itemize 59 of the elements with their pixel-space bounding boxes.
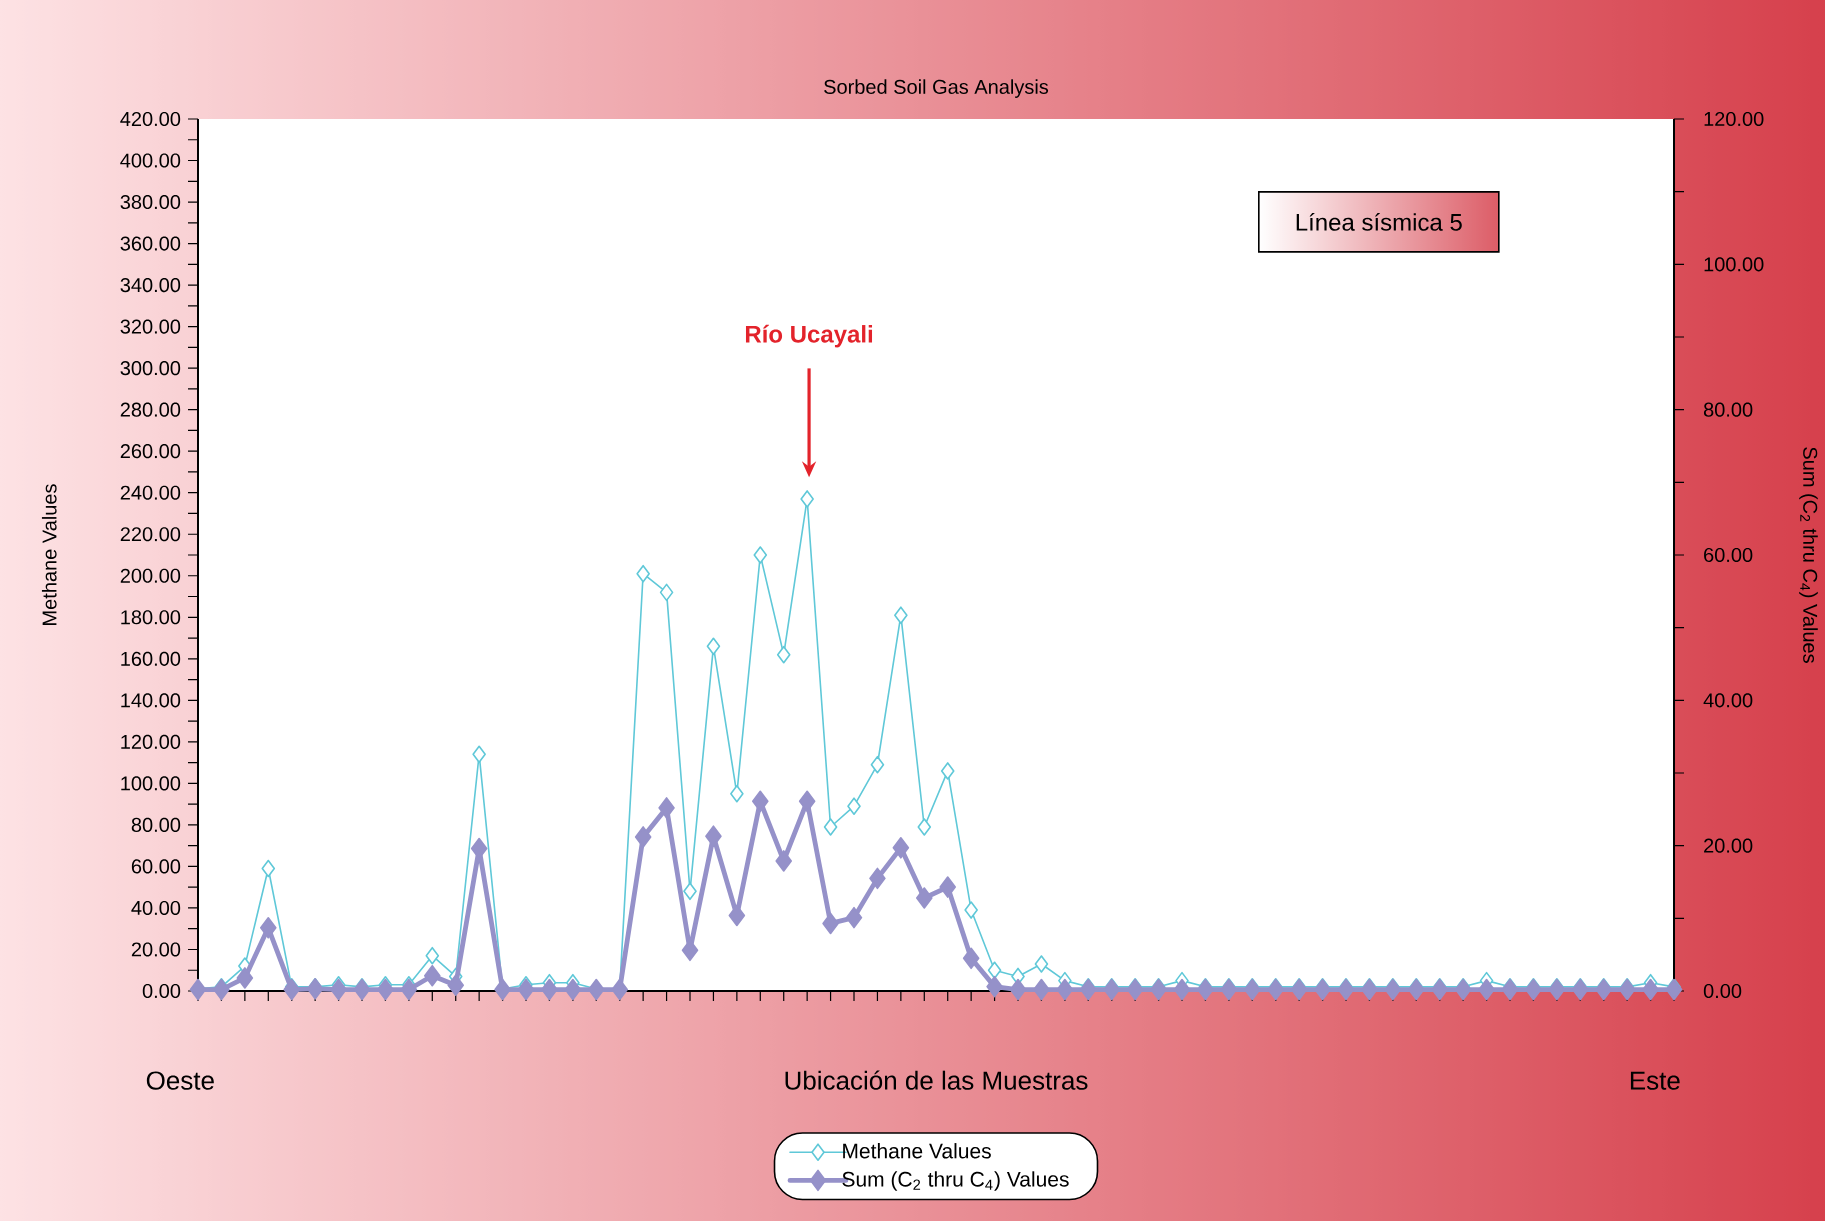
point bbox=[964, 901, 978, 919]
point bbox=[987, 961, 1002, 980]
y2-tick-label: 40.00 bbox=[1703, 693, 1753, 708]
point bbox=[753, 546, 768, 564]
point bbox=[730, 784, 744, 803]
point bbox=[917, 818, 932, 836]
y-tick-label: 420.00 bbox=[120, 111, 181, 127]
y-tick-label: 200.00 bbox=[120, 568, 181, 583]
y-tick-label: 40.00 bbox=[131, 900, 181, 916]
point bbox=[683, 882, 697, 901]
y-tick-label: 320.00 bbox=[120, 319, 181, 334]
y-tick-label: 120.00 bbox=[121, 734, 181, 749]
legend-label: Methane Values bbox=[843, 1143, 991, 1159]
y-tick-label: 340.00 bbox=[120, 278, 181, 293]
x-axis-title: Ubicación de las Muestras bbox=[785, 1070, 1088, 1090]
y-tick-label: 80.00 bbox=[131, 817, 181, 832]
point bbox=[847, 797, 861, 816]
y-tick-label: 300.00 bbox=[120, 361, 181, 376]
legend-label: Sum (C$_{2}$ thru C$_{4}$) Values bbox=[842, 1171, 1069, 1191]
point bbox=[425, 946, 440, 965]
point bbox=[776, 645, 791, 664]
y2-tick-label: 20.00 bbox=[1704, 838, 1753, 853]
y-tick-label: 400.00 bbox=[120, 153, 181, 168]
y2-tick-label: 80.00 bbox=[1703, 402, 1753, 417]
y2-tick-label: 60.00 bbox=[1704, 547, 1753, 563]
y-tick-label: 240.00 bbox=[120, 485, 181, 500]
y-tick-label: 360.00 bbox=[120, 236, 181, 251]
point bbox=[659, 583, 674, 602]
y2-tick-label: 100.00 bbox=[1704, 257, 1764, 272]
text: Este bbox=[1630, 1071, 1680, 1090]
point bbox=[1034, 955, 1049, 973]
y-tick-label: 0.00 bbox=[142, 983, 181, 999]
y-tick-label: 380.00 bbox=[120, 194, 181, 210]
y-tick-label: 180.00 bbox=[121, 610, 181, 625]
y-axis-title: Methane Values bbox=[41, 484, 57, 625]
y2-axis-title: Sum (C$_{2}$ thru C$_{4}$) Values bbox=[1799, 447, 1818, 663]
y-tick-label: 160.00 bbox=[121, 651, 181, 666]
point bbox=[800, 490, 814, 508]
point bbox=[706, 637, 721, 656]
point bbox=[894, 606, 908, 625]
point bbox=[261, 859, 276, 878]
text: Oeste bbox=[146, 1071, 214, 1090]
y2-tick-label: 120.00 bbox=[1704, 111, 1764, 127]
annotation: Línea sísmica 5 bbox=[1296, 212, 1462, 231]
y-tick-label: 140.00 bbox=[121, 693, 181, 708]
y-tick-label: 100.00 bbox=[121, 776, 181, 791]
y-tick-label: 20.00 bbox=[131, 942, 181, 957]
annotation: Río Ucayali bbox=[745, 324, 873, 348]
point bbox=[940, 762, 955, 780]
y-tick-label: 220.00 bbox=[120, 527, 181, 542]
point bbox=[472, 745, 486, 764]
point bbox=[870, 755, 885, 774]
chart-title: Sorbed Soil Gas Analysis bbox=[824, 79, 1049, 98]
y-tick-label: 60.00 bbox=[131, 859, 181, 874]
y-tick-label: 280.00 bbox=[120, 402, 181, 417]
y-tick-label: 260.00 bbox=[120, 444, 181, 459]
point bbox=[636, 564, 650, 583]
y2-tick-label: 0.00 bbox=[1703, 983, 1742, 999]
point bbox=[823, 818, 838, 836]
